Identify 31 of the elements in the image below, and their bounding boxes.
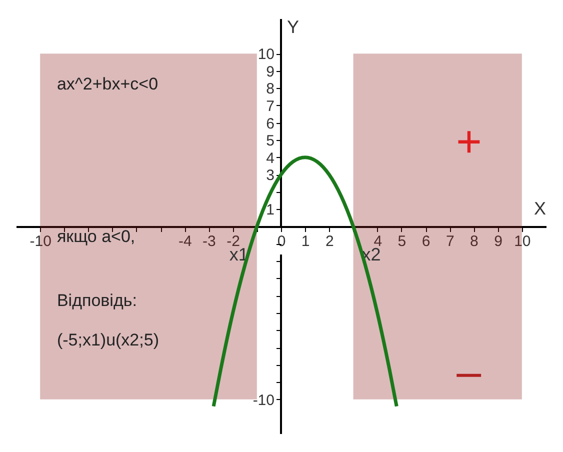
annotation: (-5;x1)u(x2;5): [56, 330, 159, 350]
annotation: Відповідь:: [56, 290, 137, 310]
x-tick-label: 0: [277, 233, 286, 250]
x-axis-title: X: [534, 198, 546, 218]
y-tick-label: 6: [266, 115, 274, 132]
annotation: +: [456, 118, 482, 166]
y-tick-label: 8: [266, 80, 274, 98]
x-tick-label: -10: [30, 233, 52, 250]
y-tick-label: 3: [266, 167, 274, 184]
y-axis-title: Y: [287, 17, 300, 37]
y-tick-label: 4: [266, 150, 274, 167]
x-tick-label: 8: [470, 233, 478, 250]
x-tick-label: -2: [226, 233, 240, 250]
annotation: якщо a<0,: [56, 226, 136, 246]
x-tick-label: 5: [398, 233, 406, 250]
annotation: ax^2+bx+c<0: [56, 74, 158, 94]
x-tick-label: 1: [301, 233, 310, 250]
x-tick-label: 2: [326, 233, 334, 250]
x-tick-label: -3: [202, 233, 216, 250]
y-tick-label: -10: [252, 392, 274, 409]
x-tick-label: 9: [494, 233, 502, 250]
y-tick-label: 10: [258, 46, 274, 64]
x-tick-label: -4: [178, 233, 192, 250]
y-tick-label: 9: [266, 63, 274, 80]
annotation: –: [456, 347, 482, 396]
x-tick-label: 7: [446, 233, 454, 250]
x-tick-label: 10: [514, 233, 531, 250]
y-tick-label: 5: [266, 132, 274, 150]
y-tick-label: 1: [266, 202, 274, 219]
y-tick-label: 7: [266, 98, 274, 115]
x-tick-label: 6: [422, 233, 430, 250]
